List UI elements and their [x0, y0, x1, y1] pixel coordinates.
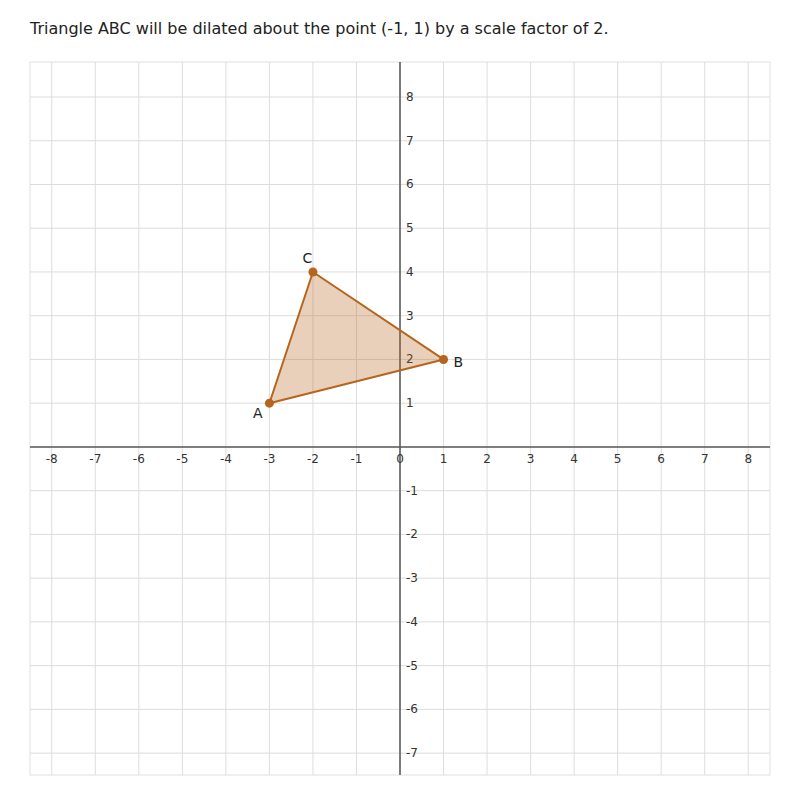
- x-tick-label: -2: [307, 452, 319, 466]
- vertex-label: B: [454, 354, 464, 370]
- x-tick-label: 5: [614, 452, 622, 466]
- title: Triangle ABC will be dilated about the p…: [29, 19, 609, 38]
- grid-line-x: [269, 62, 270, 775]
- vertex: [308, 267, 317, 276]
- y-tick-label: -2: [406, 527, 418, 541]
- vertex: [439, 355, 448, 364]
- grid-line-x: [530, 62, 531, 775]
- x-tick-label: -8: [46, 452, 58, 466]
- y-tick-label: 8: [406, 90, 414, 104]
- x-tick-label: 1: [440, 452, 448, 466]
- vertex-labels: A B C: [253, 250, 463, 421]
- y-axis-line: [399, 62, 401, 775]
- grid-line-x: [312, 62, 313, 775]
- tick-labels: -8 -7 -6 -5 -4 -3 -2 -1 0 1 2 3 4 5 6 7 8 -7 -6 -5 -4 -3 -2 -1 1…: [46, 90, 752, 760]
- grid-line-x: [400, 62, 401, 775]
- chart-svg: Triangle ABC will be dilated about the p…: [0, 0, 800, 800]
- y-tick-label: 6: [406, 177, 414, 191]
- x-tick-label: -6: [133, 452, 145, 466]
- x-tick-label: 2: [483, 452, 491, 466]
- x-tick-label: 8: [744, 452, 752, 466]
- vertex-label: A: [253, 405, 263, 421]
- grid-line-x: [51, 62, 52, 775]
- grid-line-x: [95, 62, 96, 775]
- x-tick-label: 7: [701, 452, 709, 466]
- grid-line-x: [356, 62, 357, 775]
- x-tick-label: -3: [263, 452, 275, 466]
- x-tick-label: 6: [657, 452, 665, 466]
- grid-line-x: [748, 62, 749, 775]
- grid-line-x: [661, 62, 662, 775]
- x-tick-label: 4: [570, 452, 578, 466]
- y-tick-label: 4: [406, 265, 414, 279]
- y-tick-label: -3: [406, 571, 418, 585]
- grid-line-x: [138, 62, 139, 775]
- grid-line-x: [225, 62, 226, 775]
- grid-line-x: [574, 62, 575, 775]
- x-tick-label: -4: [220, 452, 232, 466]
- grid-line-x: [617, 62, 618, 775]
- y-tick-label: -4: [406, 615, 418, 629]
- y-tick-label: -6: [406, 702, 418, 716]
- chart-container: Triangle ABC will be dilated about the p…: [0, 0, 800, 800]
- marks: [265, 267, 448, 407]
- y-tick-label: 7: [406, 134, 414, 148]
- y-tick-label: 3: [406, 309, 414, 323]
- grid-line-x: [704, 62, 705, 775]
- x-tick-label: -7: [89, 452, 101, 466]
- plot-frame: [30, 62, 770, 775]
- triangle: [269, 272, 443, 403]
- y-tick-label: -5: [406, 659, 418, 673]
- vertex: [265, 399, 274, 408]
- y-tick-label: -7: [406, 746, 418, 760]
- grid-line-x: [182, 62, 183, 775]
- x-tick-label: 0: [396, 452, 404, 466]
- x-tick-label: 3: [527, 452, 535, 466]
- x-tick-label: -5: [176, 452, 188, 466]
- grid-line-x: [443, 62, 444, 775]
- vertex-label: C: [303, 250, 313, 266]
- y-tick-label: -1: [406, 484, 418, 498]
- x-tick-label: -1: [350, 452, 362, 466]
- grid: [30, 62, 770, 775]
- y-tick-label: 1: [406, 396, 414, 410]
- y-tick-label: 5: [406, 221, 414, 235]
- grid-line-x: [487, 62, 488, 775]
